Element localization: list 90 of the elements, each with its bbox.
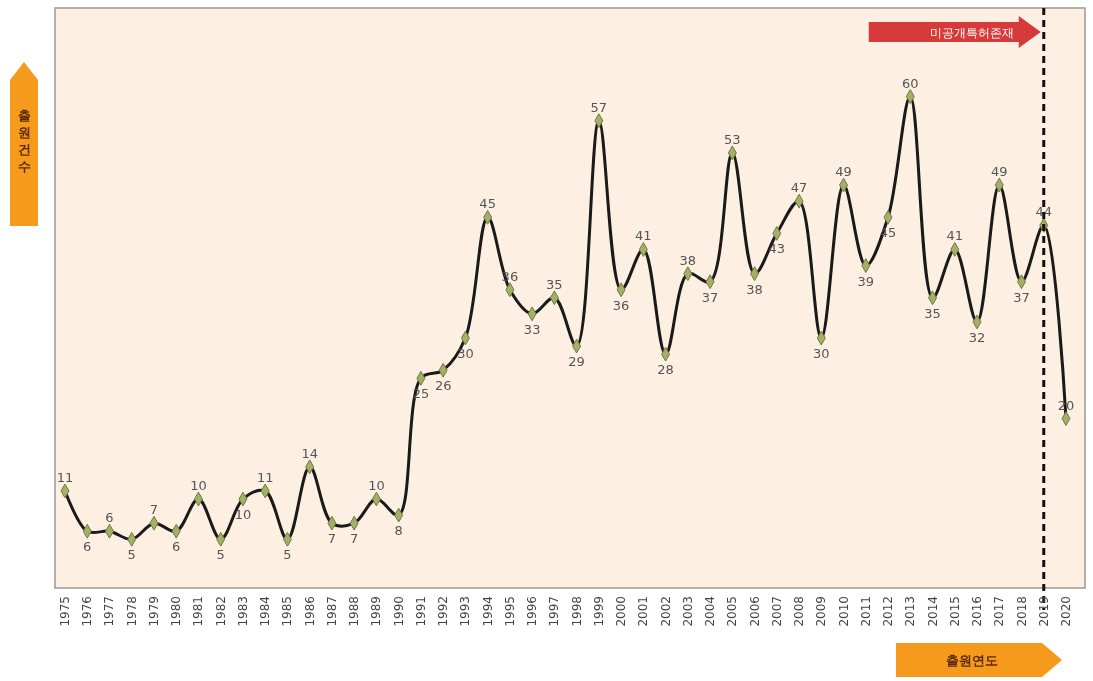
x-tick-label: 1978 (124, 596, 139, 627)
data-label: 41 (946, 228, 964, 244)
x-tick-label: 1994 (480, 596, 495, 627)
x-tick-label: 2020 (1059, 596, 1073, 627)
x-tick-label: 2004 (703, 596, 718, 627)
x-tick-label: 1999 (591, 596, 606, 627)
x-tick-label: 2002 (658, 596, 673, 627)
x-tick-label: 2010 (836, 596, 851, 627)
data-label: 11 (256, 470, 274, 485)
x-tick-label: 2005 (725, 596, 740, 627)
data-label: 32 (968, 329, 986, 345)
data-label: 33 (523, 321, 541, 337)
x-tick-label: 1998 (569, 596, 584, 627)
data-label: 41 (635, 228, 652, 244)
x-tick-label: 2013 (903, 596, 918, 627)
x-tick-label: 2018 (1014, 596, 1029, 627)
data-label: 6 (83, 539, 92, 555)
data-label: 44 (1035, 204, 1053, 220)
x-tick-label: 1980 (169, 596, 184, 627)
data-label: 10 (368, 478, 385, 494)
x-tick-label: 2017 (992, 596, 1007, 627)
x-tick-label: 2008 (792, 596, 807, 627)
x-axis-title: 출원연도 (946, 653, 998, 668)
x-tick-label: 2011 (858, 596, 873, 627)
x-tick-label: 1990 (391, 596, 406, 627)
data-label: 14 (301, 445, 318, 461)
ref-line-label: 미공개특허존재 (929, 26, 1014, 40)
data-label: 45 (479, 196, 496, 212)
data-label: 28 (657, 362, 674, 378)
x-tick-label: 2014 (925, 596, 940, 627)
data-label: 10 (234, 507, 252, 523)
data-label: 35 (924, 305, 941, 321)
x-tick-label: 1987 (324, 596, 339, 627)
x-tick-label: 2009 (814, 596, 829, 627)
data-label: 49 (990, 164, 1008, 180)
x-tick-label: 2012 (881, 596, 896, 627)
data-label: 8 (394, 523, 403, 539)
data-label: 53 (724, 131, 741, 147)
x-tick-label: 1983 (235, 596, 250, 627)
y-axis-title: 출원건수 (17, 108, 31, 174)
x-tick-label: 2019 (1036, 596, 1051, 627)
x-tick-label: 1977 (102, 596, 117, 627)
x-tick-label: 1996 (525, 596, 540, 627)
x-tick-label: 2006 (747, 596, 762, 627)
data-label: 35 (546, 276, 563, 292)
data-label: 5 (216, 547, 225, 563)
data-label: 30 (813, 346, 830, 362)
x-tick-label: 1982 (213, 596, 228, 627)
x-tick-label: 1976 (80, 596, 95, 627)
data-label: 6 (172, 539, 181, 555)
data-label: 49 (835, 164, 852, 180)
x-tick-label: 1991 (413, 596, 428, 627)
x-tick-label: 1995 (502, 596, 517, 627)
data-label: 30 (457, 346, 474, 362)
x-tick-label: 1988 (347, 596, 362, 627)
data-label: 36 (612, 297, 630, 313)
x-tick-label: 1984 (258, 596, 273, 627)
x-tick-label: 1986 (302, 596, 317, 627)
data-label: 5 (127, 547, 136, 563)
x-tick-label: 1975 (58, 596, 72, 627)
data-label: 38 (679, 252, 697, 268)
data-label: 39 (857, 273, 875, 289)
x-tick-label: 2015 (947, 596, 962, 627)
data-label: 11 (56, 470, 74, 485)
x-tick-label: 1993 (458, 596, 473, 627)
x-tick-label: 1989 (369, 596, 384, 627)
x-tick-label: 1992 (436, 596, 451, 627)
x-tick-label: 2007 (769, 596, 784, 627)
x-tick-label: 2016 (970, 596, 985, 627)
x-tick-label: 2001 (636, 596, 651, 627)
x-tick-label: 1997 (547, 596, 562, 627)
data-label: 38 (746, 281, 763, 297)
data-label: 26 (434, 378, 452, 394)
x-tick-label: 1985 (280, 596, 295, 627)
data-label: 60 (902, 75, 919, 91)
data-label: 5 (283, 547, 292, 563)
x-tick-label: 2003 (680, 596, 695, 627)
x-tick-label: 1979 (146, 596, 161, 627)
data-label: 57 (590, 99, 608, 115)
data-label: 29 (568, 354, 585, 370)
data-label: 7 (149, 502, 159, 518)
data-label: 7 (350, 531, 359, 547)
data-label: 10 (190, 478, 207, 494)
data-label: 6 (105, 510, 114, 526)
x-tick-label: 1981 (191, 596, 206, 627)
data-label: 37 (1013, 289, 1030, 305)
x-tick-label: 2000 (614, 596, 629, 627)
data-label: 47 (790, 180, 808, 196)
data-label: 37 (701, 289, 719, 305)
data-label: 7 (327, 531, 337, 547)
